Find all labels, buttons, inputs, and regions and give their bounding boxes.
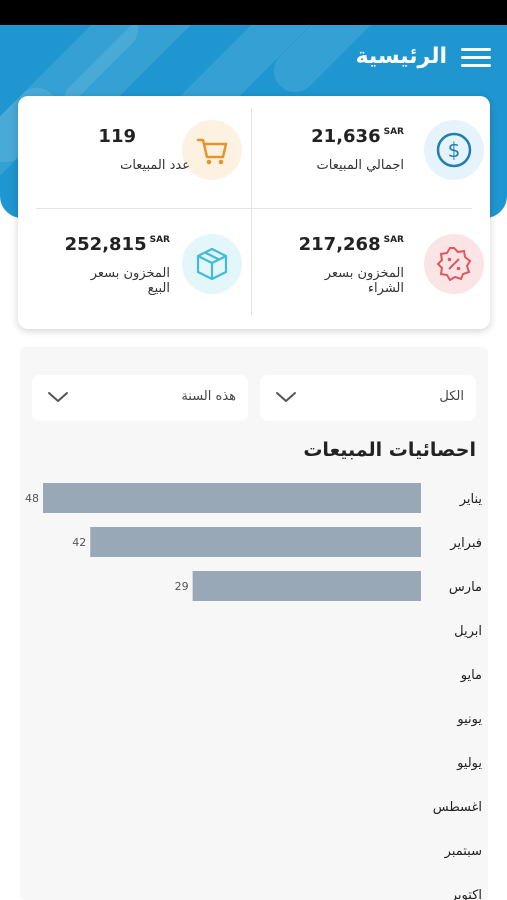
divider [251, 108, 252, 315]
period-filter-dropdown[interactable]: هذه السنة [32, 375, 248, 421]
bar-value-label: 42 [72, 536, 86, 549]
stock-sale-value: 252,815 SAR [64, 234, 170, 255]
dollar-icon: $ [424, 120, 484, 180]
period-filter-value: هذه السنة [181, 389, 236, 404]
bar[interactable] [192, 571, 421, 601]
stats-card: $ 21,636 SAR اجمالي المبيعات 119 عدد المب… [18, 96, 490, 329]
bar[interactable] [43, 483, 421, 513]
category-label: يناير [459, 492, 483, 507]
category-label: سبتمبر [444, 844, 482, 859]
divider [36, 208, 472, 209]
total-sales-label: اجمالي المبيعات [316, 158, 404, 173]
box-icon [182, 234, 242, 294]
stat-total-sales[interactable]: $ 21,636 SAR اجمالي المبيعات [254, 96, 490, 212]
stock-sale-label: المخزون بسعر البيع [90, 266, 170, 296]
sales-stats-panel [20, 347, 488, 900]
category-label: اغسطس [433, 800, 482, 815]
chart-title: احصائيات المبيعات [303, 439, 476, 461]
stock-purchase-value: 217,268 SAR [298, 234, 404, 255]
category-label: مارس [449, 580, 482, 595]
page-title: الرئيسية [355, 44, 447, 69]
chevron-down-icon [46, 389, 70, 409]
svg-text:$: $ [448, 138, 461, 162]
category-filter-dropdown[interactable]: الكل [260, 375, 476, 421]
stat-stock-sale[interactable]: 252,815 SAR المخزون بسعر البيع [18, 212, 254, 328]
sales-count-label: عدد المبيعات [120, 158, 190, 173]
discount-badge-icon [424, 234, 484, 294]
stat-stock-purchase[interactable]: 217,268 SAR المخزون بسعر الشراء [254, 212, 490, 328]
menu-button[interactable] [461, 48, 491, 74]
bar-value-label: 48 [25, 492, 39, 505]
sales-count-value: 119 [98, 126, 136, 147]
cart-icon [182, 120, 242, 180]
bar-value-label: 29 [175, 580, 189, 593]
category-label: ابريل [454, 624, 482, 639]
category-label: اكتوبر [450, 888, 482, 900]
category-label: يوليو [456, 756, 482, 771]
category-label: فبراير [449, 536, 482, 551]
stock-purchase-label: المخزون بسعر الشراء [324, 266, 404, 296]
total-sales-value: 21,636 SAR [311, 126, 404, 147]
sales-bar-chart: يناير 48 فبراير 42 مارس 29 ابريل مايو يونيو يوليو… [25, 483, 483, 900]
category-filter-value: الكل [439, 389, 464, 404]
bar[interactable] [90, 527, 421, 557]
menu-icon [461, 48, 491, 51]
chevron-down-icon [274, 389, 298, 409]
status-bar [0, 0, 507, 25]
stat-sales-count[interactable]: 119 عدد المبيعات [18, 96, 254, 212]
category-label: يونيو [456, 712, 482, 727]
category-label: مايو [460, 668, 482, 683]
